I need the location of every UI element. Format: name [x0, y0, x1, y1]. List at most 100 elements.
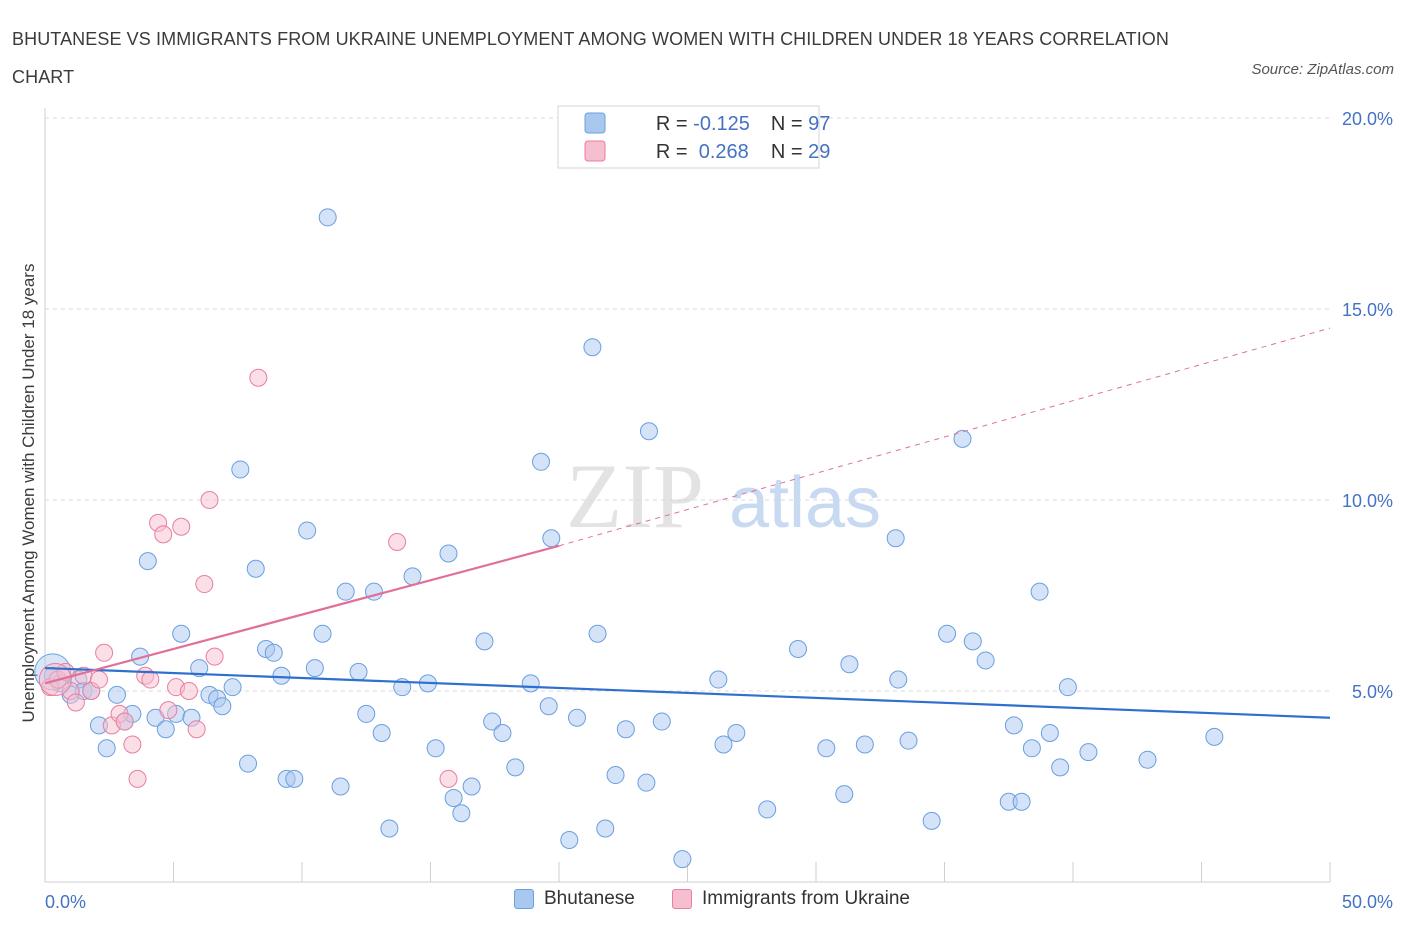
data-point — [976, 651, 995, 670]
data-point — [172, 517, 191, 536]
data-point — [835, 785, 854, 804]
data-point — [239, 754, 258, 773]
data-point — [205, 647, 224, 666]
data-point — [616, 720, 635, 739]
data-point — [380, 819, 399, 838]
legend-item-ukraine: Immigrants from Ukraine — [672, 888, 910, 910]
data-point — [97, 739, 116, 758]
data-point — [200, 491, 219, 509]
data-point — [899, 731, 918, 750]
svg-text:N = 29: N = 29 — [732, 141, 858, 163]
svg-text:R = -0.125: R = -0.125 — [617, 113, 778, 135]
x-tick-label: 50.0% — [1342, 892, 1393, 912]
source-label: Source: ZipAtlas.com — [1251, 61, 1394, 78]
data-point — [1058, 678, 1077, 697]
legend-n-value: 97 — [808, 113, 830, 135]
data-point — [963, 632, 982, 651]
data-point — [588, 624, 607, 643]
data-point — [357, 704, 376, 723]
data-point — [475, 632, 494, 651]
data-point — [596, 819, 615, 838]
data-point — [521, 674, 540, 693]
data-point — [123, 735, 142, 754]
grid-lines — [45, 117, 1330, 692]
data-point — [95, 643, 114, 662]
data-point — [138, 552, 157, 571]
data-point — [141, 670, 160, 689]
data-point — [673, 850, 692, 869]
data-point — [889, 670, 908, 689]
data-point — [195, 575, 214, 594]
y-tick-label: 5.0% — [1352, 682, 1393, 702]
data-point — [539, 697, 558, 716]
data-point — [1012, 792, 1031, 811]
data-point — [439, 769, 458, 788]
data-point — [159, 701, 178, 720]
data-point — [789, 639, 808, 658]
data-point — [372, 724, 391, 743]
data-point — [318, 208, 337, 227]
data-point — [223, 678, 242, 697]
data-point — [652, 712, 671, 731]
data-point — [637, 773, 656, 792]
y-tick-label: 15.0% — [1342, 300, 1393, 320]
legend-n-label: N = — [771, 141, 808, 163]
legend-swatch-bhutanese — [584, 112, 606, 134]
data-point — [272, 666, 291, 685]
data-point — [567, 708, 586, 727]
watermark-zip: ZIP — [566, 445, 704, 547]
data-point — [444, 788, 463, 807]
bhutanese-trend-line — [44, 666, 1331, 719]
data-point — [727, 724, 746, 743]
data-point — [179, 682, 198, 700]
data-point — [154, 525, 173, 544]
svg-text:N = 97: N = 97 — [732, 113, 858, 135]
data-point — [1138, 750, 1157, 769]
series-legend: Bhutanese Immigrants from Ukraine — [0, 888, 1406, 918]
legend-label: Immigrants from Ukraine — [702, 888, 910, 909]
data-point — [922, 811, 941, 830]
legend-r-value: 0.268 — [693, 141, 749, 163]
data-point — [305, 659, 324, 678]
data-point — [506, 758, 525, 777]
data-point — [1022, 739, 1041, 758]
data-point — [532, 452, 551, 471]
legend-label: Bhutanese — [544, 888, 635, 909]
y-tick-label: 20.0% — [1342, 109, 1393, 129]
data-point — [156, 720, 175, 739]
data-point — [213, 697, 232, 716]
legend-n-value: 29 — [808, 141, 830, 163]
data-point — [331, 777, 350, 796]
data-point — [886, 529, 905, 548]
data-point — [190, 659, 209, 678]
ukraine-trend-line — [44, 544, 560, 685]
data-point — [336, 582, 355, 601]
legend-swatch — [514, 889, 534, 909]
data-point — [639, 422, 658, 441]
svg-text:R = 0.268: R = 0.268 — [617, 141, 777, 163]
data-point — [128, 769, 147, 788]
data-point — [264, 643, 283, 662]
x-tick-label: 0.0% — [45, 892, 86, 912]
ukraine-trend-extension — [558, 327, 1331, 547]
data-point — [439, 544, 458, 563]
data-point — [1040, 724, 1059, 743]
data-point — [246, 559, 265, 578]
data-point — [66, 693, 85, 712]
stats-legend: R = -0.125 N = 97 R = 0.268 N = 29 — [557, 105, 858, 169]
data-point — [542, 529, 561, 548]
data-point — [107, 685, 126, 704]
y-tick-labels: 5.0% 10.0% 15.0% 20.0% — [1342, 109, 1393, 702]
data-point — [1205, 727, 1224, 746]
data-point — [1004, 716, 1023, 735]
data-point — [313, 624, 332, 643]
data-point — [462, 777, 481, 796]
data-point — [298, 521, 317, 540]
data-point — [89, 670, 108, 689]
data-point — [452, 804, 471, 823]
data-point — [493, 724, 512, 743]
data-point — [709, 670, 728, 689]
data-point — [714, 735, 733, 754]
chart-title: BHUTANESE VS IMMIGRANTS FROM UKRAINE UNE… — [12, 29, 1169, 87]
